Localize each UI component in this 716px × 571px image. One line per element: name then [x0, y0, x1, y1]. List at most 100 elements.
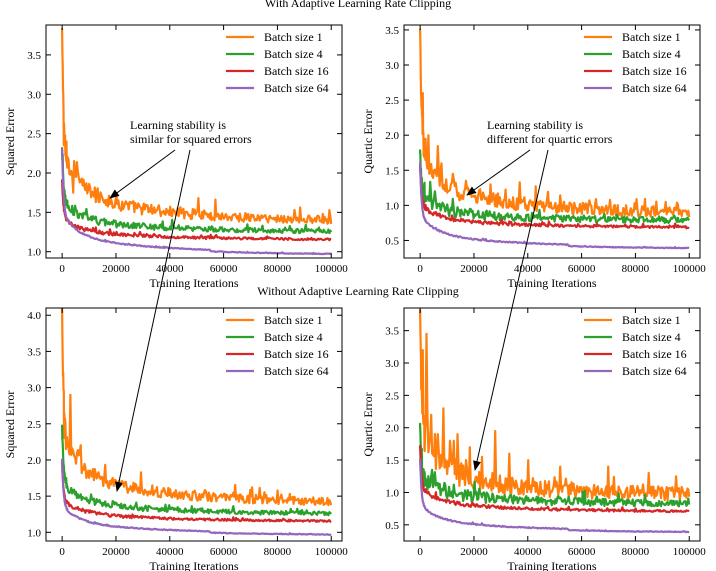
x-tick-label: 60000: [568, 546, 596, 558]
x-tick-label: 20000: [460, 546, 488, 558]
legend-label-bs1: Batch size 1: [622, 313, 681, 327]
annotation-quartic-arrow-bottom: [473, 149, 549, 471]
annotation-quartic-line1: Learning stability is: [487, 118, 583, 132]
x-tick-label: 100000: [315, 546, 349, 558]
x-tick-label: 40000: [156, 546, 184, 558]
x-axis-label: Training Iterations: [149, 276, 239, 290]
y-tick-label: 3.0: [385, 60, 399, 72]
y-tick-label: 1.5: [27, 207, 41, 219]
x-axis-label: Training Iterations: [507, 276, 597, 290]
annotation-squared-arrow-bottom: [114, 149, 191, 492]
series-line-bs4: [419, 422, 691, 508]
y-tick-label: 1.0: [385, 487, 399, 499]
y-tick-label: 1.0: [385, 200, 399, 212]
series-line-bs64: [61, 148, 332, 256]
x-tick-label: 20000: [102, 546, 130, 558]
series-line-bs4: [419, 149, 691, 224]
y-tick-label: 2.5: [27, 419, 41, 431]
y-tick-label: 2.0: [385, 130, 399, 142]
x-tick-label: 80000: [622, 546, 650, 558]
annotation-quartic-line2: different for quartic errors: [487, 132, 613, 146]
x-tick-label: 0: [59, 263, 65, 275]
y-tick-label: 3.5: [385, 326, 399, 338]
annotation-squared-line1: Learning stability is: [130, 118, 226, 132]
plot-frame: [45, 307, 343, 542]
legend: Batch size 1 Batch size 4 Batch size 16 Bat…: [584, 30, 687, 95]
y-tick-label: 3.5: [27, 50, 41, 62]
y-tick-label: 1.5: [385, 165, 399, 177]
annotation-quartic: Learning stability is different for quar…: [466, 118, 613, 471]
legend: Batch size 1 Batch size 4 Batch size 16 Bat…: [226, 30, 329, 95]
y-tick-label: 2.5: [385, 390, 399, 402]
series-line-bs4: [61, 424, 332, 517]
series-group: [419, 309, 691, 534]
legend: Batch size 1 Batch size 4 Batch size 16 Bat…: [226, 313, 329, 378]
y-tick-label: 1.5: [27, 491, 41, 503]
x-tick-label: 40000: [514, 263, 542, 275]
legend-label-bs4: Batch size 4: [622, 47, 681, 61]
series-line-bs1: [419, 309, 691, 502]
annotation-squared: Learning stability is similar for square…: [109, 118, 252, 492]
legend-label-bs4: Batch size 4: [264, 330, 323, 344]
series-line-bs16: [419, 444, 690, 514]
series-line-bs16: [61, 461, 332, 523]
series-line-bs1: [419, 28, 691, 218]
x-tick-label: 60000: [210, 546, 238, 558]
x-tick-label: 0: [417, 263, 423, 275]
legend-label-bs64: Batch size 64: [622, 81, 687, 95]
panel-tr: 0 20000 40000 60000 80000 100000 0.5 1.0 1.5 2.0 2…: [361, 24, 707, 290]
y-tick-label: 3.0: [27, 383, 41, 395]
panel-br: 0 20000 40000 60000 80000 100000 0.5 1.0 1.5 2.0 2…: [361, 307, 706, 571]
x-tick-label: 40000: [514, 546, 542, 558]
y-tick-label: 0.5: [385, 520, 399, 532]
x-tick-label: 60000: [210, 263, 238, 275]
annotation-squared-line2: similar for squared errors: [130, 132, 252, 146]
legend-label-bs64: Batch size 64: [264, 364, 329, 378]
x-tick-label: 40000: [156, 263, 184, 275]
series-line-bs64: [419, 458, 690, 534]
x-tick-label: 20000: [460, 263, 488, 275]
plot-frame: [403, 307, 701, 542]
series-group: [419, 28, 691, 250]
y-tick-label: 0.5: [385, 235, 399, 247]
x-tick-label: 100000: [673, 263, 707, 275]
series-line-bs1: [61, 308, 333, 507]
plot-frame: [45, 24, 343, 259]
y-axis-label: Quartic Error: [361, 392, 375, 456]
annotation-squared-arrow-top: [109, 149, 176, 199]
legend-label-bs4: Batch size 4: [622, 330, 681, 344]
x-tick-label: 100000: [315, 263, 349, 275]
legend-label-bs1: Batch size 1: [622, 30, 681, 44]
y-tick-label: 2.5: [385, 95, 399, 107]
series-line-bs64: [419, 161, 690, 250]
y-tick-label: 3.5: [385, 25, 399, 37]
y-tick-label: 3.0: [385, 358, 399, 370]
legend-label-bs1: Batch size 1: [264, 313, 323, 327]
y-tick-label: 1.5: [385, 455, 399, 467]
top-section-title: With Adaptive Learning Rate Clipping: [265, 0, 451, 10]
x-tick-label: 80000: [264, 546, 292, 558]
y-tick-label: 2.0: [27, 168, 41, 180]
legend-label-bs1: Batch size 1: [264, 30, 323, 44]
legend-label-bs16: Batch size 16: [622, 347, 687, 361]
x-tick-label: 80000: [264, 263, 292, 275]
y-tick-label: 4.0: [27, 310, 41, 322]
y-axis-label: Squared Error: [3, 108, 17, 176]
annotation-quartic-arrow-top: [466, 149, 531, 196]
series-line-bs4: [61, 147, 333, 235]
bottom-section-title: Without Adaptive Learning Rate Clipping: [257, 284, 458, 298]
y-axis-label: Squared Error: [3, 391, 17, 459]
y-tick-label: 2.5: [27, 129, 41, 141]
x-tick-label: 20000: [102, 263, 130, 275]
y-tick-label: 1.0: [27, 247, 41, 259]
series-group: [61, 27, 333, 256]
x-tick-label: 80000: [622, 263, 650, 275]
x-tick-label: 0: [59, 546, 65, 558]
y-tick-label: 1.0: [27, 527, 41, 539]
y-tick-label: 2.0: [27, 455, 41, 467]
series-line-bs64: [61, 458, 332, 536]
legend: Batch size 1 Batch size 4 Batch size 16 Bat…: [584, 313, 687, 378]
legend-label-bs16: Batch size 16: [264, 347, 329, 361]
x-axis-label: Training Iterations: [507, 559, 597, 571]
